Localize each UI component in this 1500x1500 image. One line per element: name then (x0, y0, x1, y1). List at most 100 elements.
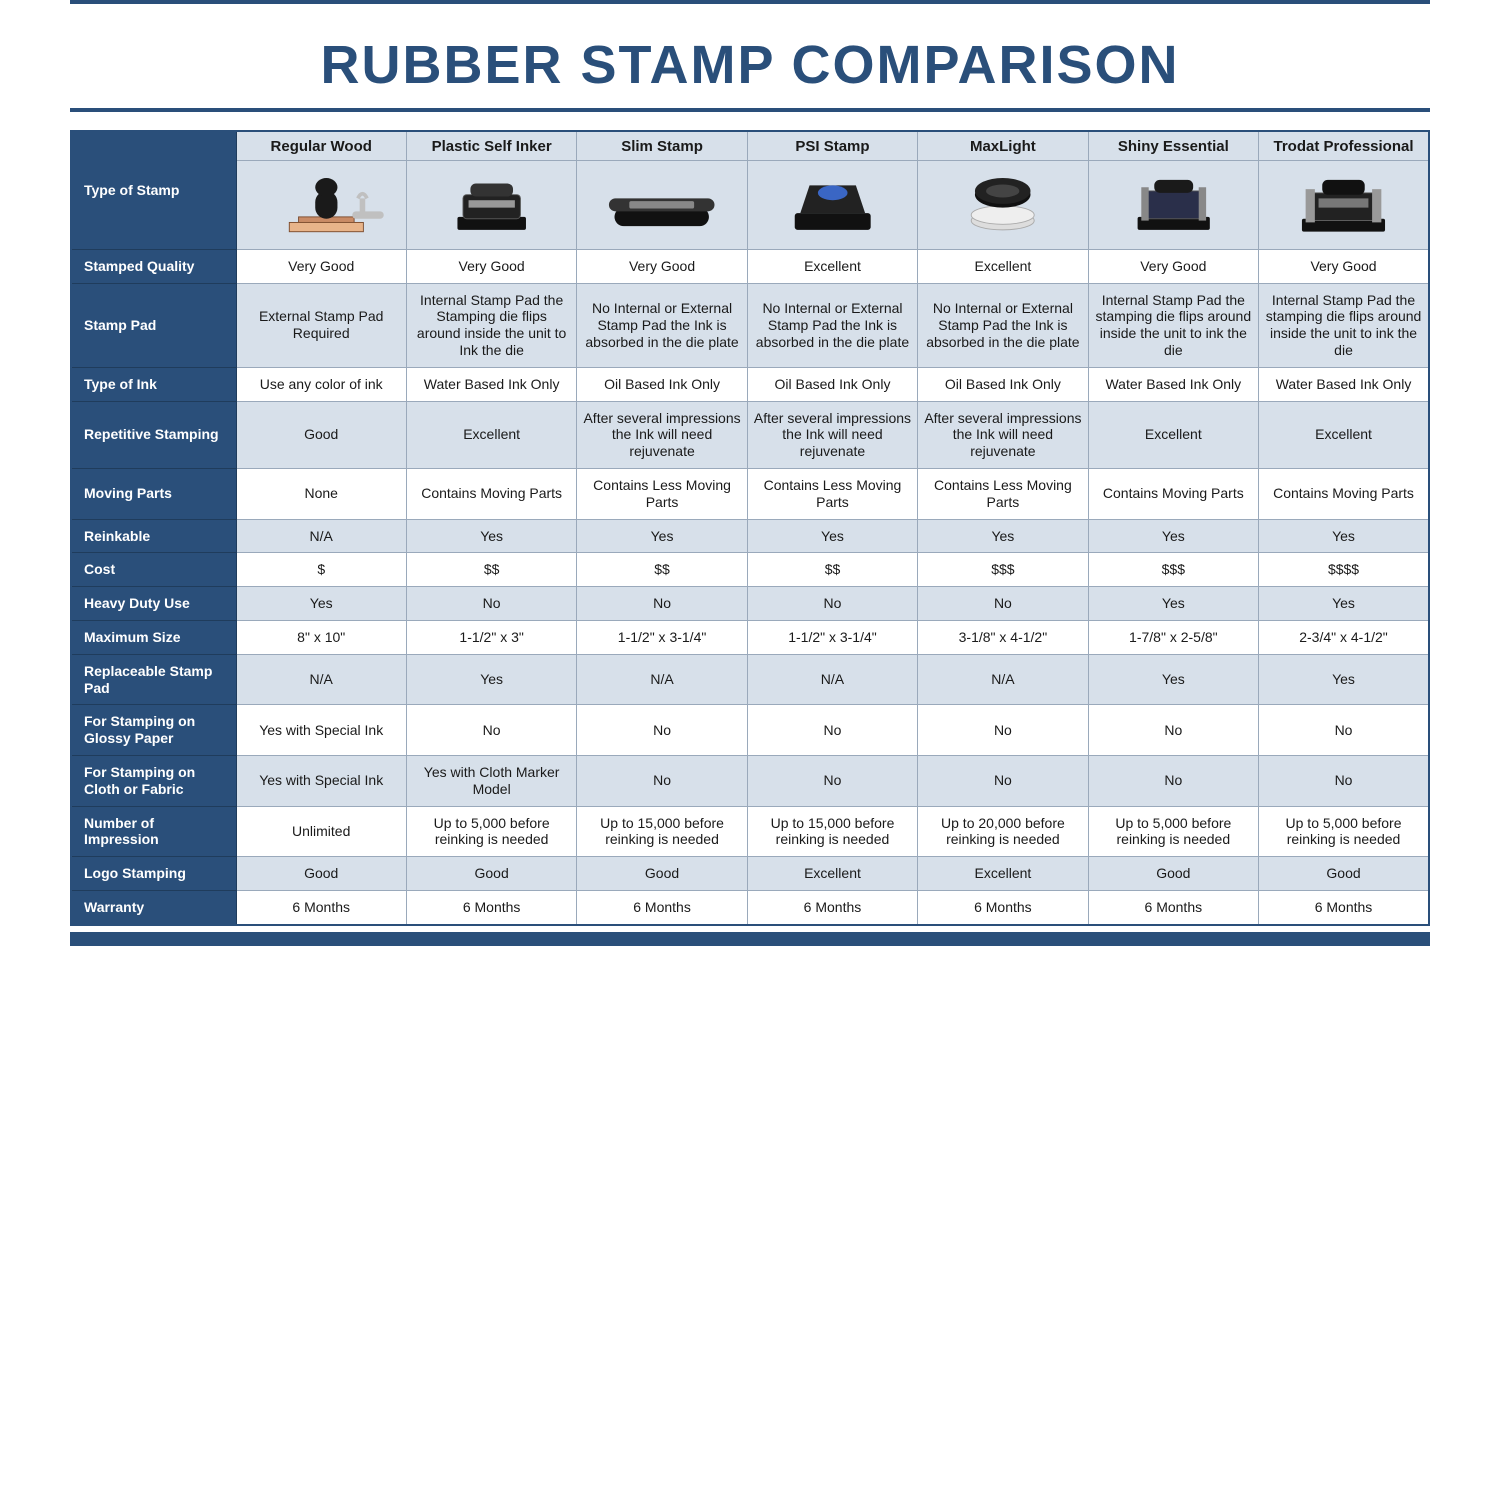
row-header: Heavy Duty Use (71, 587, 236, 621)
table-cell: 1-1/2" x 3-1/4" (577, 620, 747, 654)
wood-stamp-icon (243, 169, 400, 237)
stamp-image-slim-stamp (577, 161, 747, 250)
col-header: MaxLight (918, 131, 1088, 161)
table-row: Logo StampingGoodGoodGoodExcellentExcell… (71, 857, 1429, 891)
table-row: Warranty6 Months6 Months6 Months6 Months… (71, 890, 1429, 924)
table-cell: After several impressions the Ink will n… (577, 401, 747, 468)
table-cell: No (747, 755, 917, 806)
table-cell: Up to 5,000 before reinking is needed (1259, 806, 1429, 857)
table-cell: Good (236, 857, 406, 891)
table-cell: Up to 15,000 before reinking is needed (747, 806, 917, 857)
table-cell: 6 Months (1259, 890, 1429, 924)
table-cell: Yes (747, 519, 917, 553)
table-cell: 6 Months (577, 890, 747, 924)
stamp-image-plastic-self-inker (406, 161, 576, 250)
table-cell: No (1088, 755, 1258, 806)
row-header: Number of Impression (71, 806, 236, 857)
row-header: Cost (71, 553, 236, 587)
row-header: Stamp Pad (71, 283, 236, 367)
table-row: Heavy Duty UseYesNoNoNoNoYesYes (71, 587, 1429, 621)
table-cell: Excellent (747, 857, 917, 891)
table-cell: Up to 20,000 before reinking is needed (918, 806, 1088, 857)
table-cell: 6 Months (406, 890, 576, 924)
table-cell: Very Good (577, 249, 747, 283)
table-row: For Stamping on Cloth or Fabric Yes with … (71, 755, 1429, 806)
table-cell: No Internal or External Stamp Pad the In… (918, 283, 1088, 367)
table-cell: N/A (236, 519, 406, 553)
table-cell: 6 Months (236, 890, 406, 924)
table-cell: No (918, 755, 1088, 806)
stamp-image-maxlight (918, 161, 1088, 250)
table-cell: No Internal or External Stamp Pad the In… (577, 283, 747, 367)
table-cell: Very Good (406, 249, 576, 283)
table-cell: No Internal or External Stamp Pad the In… (747, 283, 917, 367)
table-cell: Very Good (1088, 249, 1258, 283)
table-cell: Good (577, 857, 747, 891)
table-cell: Oil Based Ink Only (577, 367, 747, 401)
self-inker-icon (413, 169, 570, 237)
table-image-row (71, 161, 1429, 250)
row-header: For Stamping on Glossy Paper (71, 705, 236, 756)
maxlight-icon (924, 169, 1081, 237)
table-cell: Yes with Special Ink (236, 705, 406, 756)
row-header: Moving Parts (71, 468, 236, 519)
table-cell: 1-1/2" x 3" (406, 620, 576, 654)
table-cell: Yes with Cloth Marker Model (406, 755, 576, 806)
table-row: Replaceable Stamp PadN/AYesN/AN/AN/AYesY… (71, 654, 1429, 705)
table-cell: Water Based Ink Only (1088, 367, 1258, 401)
table-cell: Excellent (1259, 401, 1429, 468)
table-cell: No (1259, 705, 1429, 756)
title-block: RUBBER STAMP COMPARISON (70, 0, 1430, 112)
col-header: Shiny Essential (1088, 131, 1258, 161)
table-row: Repetitive StampingGoodExcellentAfter se… (71, 401, 1429, 468)
col-header: Slim Stamp (577, 131, 747, 161)
table-cell: 2-3/4" x 4-1/2" (1259, 620, 1429, 654)
table-cell: 1-7/8" x 2-5/8" (1088, 620, 1258, 654)
type-of-stamp-header: Type of Stamp (71, 131, 236, 249)
table-cell: $$$ (918, 553, 1088, 587)
table-cell: Good (236, 401, 406, 468)
table-cell: No (918, 705, 1088, 756)
stamp-image-psi-stamp (747, 161, 917, 250)
row-header: Repetitive Stamping (71, 401, 236, 468)
col-header: Plastic Self Inker (406, 131, 576, 161)
row-header: For Stamping on Cloth or Fabric (71, 755, 236, 806)
table-cell: Yes (918, 519, 1088, 553)
table-cell: Up to 5,000 before reinking is needed (406, 806, 576, 857)
table-cell: No (747, 587, 917, 621)
table-cell: None (236, 468, 406, 519)
table-cell: No (1259, 755, 1429, 806)
row-header: Maximum Size (71, 620, 236, 654)
table-cell: Yes (577, 519, 747, 553)
table-cell: Yes (1088, 587, 1258, 621)
table-cell: N/A (236, 654, 406, 705)
table-cell: Internal Stamp Pad the Stamping die flip… (406, 283, 576, 367)
table-cell: Contains Moving Parts (1259, 468, 1429, 519)
table-cell: Excellent (918, 249, 1088, 283)
table-cell: Yes (1259, 654, 1429, 705)
psi-stamp-icon (754, 169, 911, 237)
table-cell: 6 Months (1088, 890, 1258, 924)
page-title: RUBBER STAMP COMPARISON (70, 34, 1430, 96)
table-cell: Use any color of ink (236, 367, 406, 401)
table-cell: N/A (747, 654, 917, 705)
table-row: Cost$$$$$$$$$$$$$$$$$ (71, 553, 1429, 587)
table-row: For Stamping on Glossy PaperYes with Spe… (71, 705, 1429, 756)
stamp-image-trodat-professional (1259, 161, 1429, 250)
shiny-essential-icon (1095, 169, 1252, 237)
table-cell: Contains Moving Parts (1088, 468, 1258, 519)
table-cell: Oil Based Ink Only (918, 367, 1088, 401)
table-cell: Excellent (406, 401, 576, 468)
table-cell: Good (1259, 857, 1429, 891)
table-cell: Water Based Ink Only (406, 367, 576, 401)
comparison-table: Type of Stamp Regular Wood Plastic Self … (70, 130, 1430, 926)
slim-stamp-icon (583, 169, 740, 237)
table-cell: $$ (577, 553, 747, 587)
table-cell: Good (1088, 857, 1258, 891)
table-cell: No (918, 587, 1088, 621)
table-cell: Excellent (918, 857, 1088, 891)
table-cell: Contains Less Moving Parts (577, 468, 747, 519)
row-header: Reinkable (71, 519, 236, 553)
table-row: Number of ImpressionUnlimitedUp to 5,000… (71, 806, 1429, 857)
table-cell: No (1088, 705, 1258, 756)
